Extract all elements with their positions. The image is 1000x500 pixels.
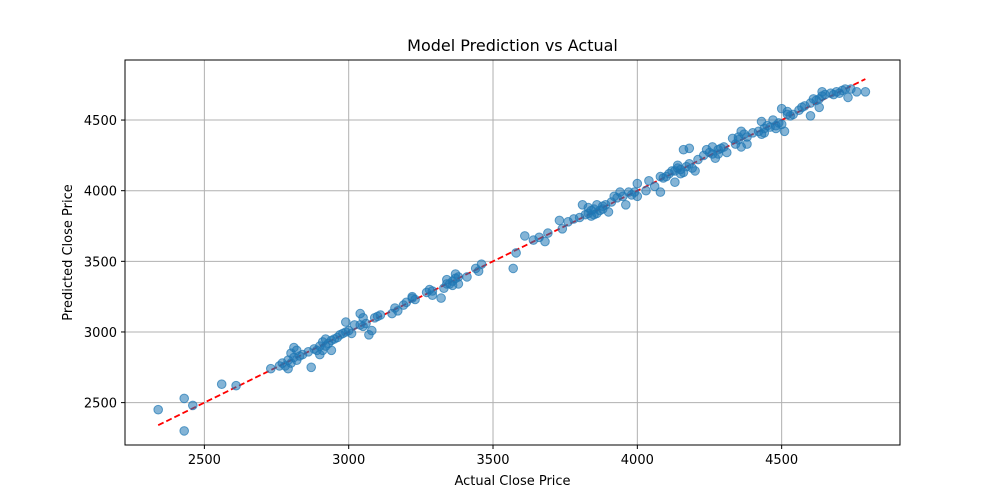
- data-point: [851, 87, 862, 97]
- data-point: [188, 400, 198, 411]
- data-point: [742, 139, 752, 149]
- x-axis-label: Actual Close Price: [454, 474, 570, 489]
- data-point: [632, 191, 643, 202]
- data-point: [266, 363, 276, 374]
- data-point: [684, 143, 695, 154]
- data-point: [632, 178, 643, 189]
- data-point: [621, 200, 631, 210]
- data-point: [814, 102, 825, 113]
- data-point: [603, 207, 614, 217]
- data-point: [543, 228, 553, 238]
- data-point: [179, 393, 189, 404]
- x-axis-ticks: 2500 3000 3500 4000 4500: [188, 445, 798, 468]
- data-point: [779, 126, 790, 137]
- data-point: [216, 379, 227, 390]
- x-tick-label: 2500: [188, 453, 221, 468]
- data-point: [641, 185, 651, 196]
- data-point: [520, 231, 530, 241]
- y-tick-label: 4000: [84, 185, 117, 200]
- data-point: [690, 166, 700, 176]
- data-point: [655, 187, 666, 197]
- data-point: [860, 87, 871, 97]
- plot-frame: [124, 59, 901, 446]
- data-point: [843, 92, 853, 103]
- data-point: [557, 224, 568, 234]
- data-point: [554, 215, 565, 226]
- data-point: [508, 263, 519, 274]
- data-point: [367, 325, 377, 336]
- data-point: [341, 317, 351, 327]
- data-point: [670, 177, 680, 187]
- x-tick-label: 3500: [476, 453, 509, 468]
- y-tick-label: 3000: [84, 326, 117, 341]
- data-point: [179, 426, 189, 436]
- data-point: [453, 272, 464, 282]
- data-point: [427, 290, 438, 301]
- data-point: [410, 294, 420, 305]
- data-point: [511, 248, 521, 258]
- data-point: [436, 293, 446, 303]
- y-tick-label: 4500: [84, 114, 117, 129]
- data-point: [231, 380, 241, 391]
- data-point: [346, 328, 357, 339]
- data-point: [644, 176, 654, 186]
- y-axis-ticks: 2500 3000 3500 4000 4500: [84, 114, 125, 412]
- data-point: [153, 404, 163, 415]
- data-point: [462, 272, 472, 282]
- x-tick-label: 4000: [621, 453, 654, 468]
- x-tick-label: 4500: [765, 453, 798, 468]
- y-axis-label: Predicted Close Price: [61, 184, 76, 320]
- data-point: [649, 181, 660, 192]
- data-point: [375, 310, 386, 320]
- data-point: [306, 362, 317, 373]
- data-point: [476, 259, 487, 270]
- data-point: [722, 147, 732, 158]
- x-tick-label: 3000: [332, 453, 365, 468]
- y-tick-label: 3500: [84, 255, 117, 270]
- y-tick-label: 2500: [84, 397, 117, 412]
- data-point: [326, 345, 337, 356]
- data-point: [393, 306, 403, 316]
- data-point: [361, 318, 371, 329]
- data-point: [540, 236, 550, 247]
- data-point: [805, 111, 816, 121]
- data-points: [153, 84, 871, 436]
- chart-title: Model Prediction vs Actual: [407, 36, 618, 55]
